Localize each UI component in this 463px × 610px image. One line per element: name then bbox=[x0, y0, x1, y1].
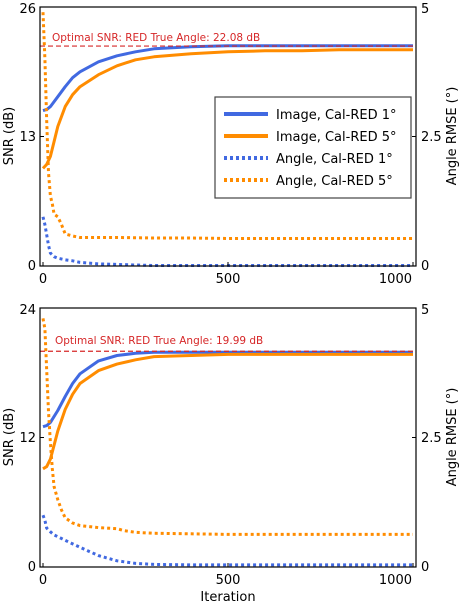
panel-bottom: Optimal SNR: RED True Angle: 19.99 dB 0 … bbox=[2, 303, 460, 605]
panel-top-annotation: Optimal SNR: RED True Angle: 22.08 dB bbox=[52, 32, 260, 44]
panel-bottom-ytick-label-1: 12 bbox=[19, 431, 36, 446]
panel-bottom-ylabel: SNR (dB) bbox=[2, 408, 17, 466]
panel-bottom-xtick-label-2: 1000 bbox=[379, 573, 412, 588]
panel-top-y2tick-label-0: 0 bbox=[421, 259, 429, 274]
panel-bottom-y2tick-label-0: 0 bbox=[421, 560, 429, 575]
panel-top-y2tick-label-1: 2.5 bbox=[421, 130, 442, 145]
panel-top-ylabel: SNR (dB) bbox=[2, 107, 17, 165]
panel-bottom-y2tick-label-1: 2.5 bbox=[421, 431, 442, 446]
legend-label-angle-cal-red-1: Angle, Cal-RED 1° bbox=[276, 152, 393, 167]
legend-label-angle-cal-red-5: Angle, Cal-RED 5° bbox=[276, 174, 393, 189]
panel-bottom-ytick-label-2: 24 bbox=[19, 303, 36, 318]
panel-bottom-y2tick-label-2: 5 bbox=[421, 303, 429, 318]
legend-box bbox=[214, 96, 412, 199]
panel-top-series-angle-cal-red-5 bbox=[41, 12, 413, 240]
panel-top-series-angle-cal-red-1 bbox=[41, 216, 413, 267]
panel-top-ytick-label-0: 0 bbox=[28, 259, 36, 274]
panel-top-xtick-label-2: 1000 bbox=[379, 272, 412, 287]
panel-bottom-xlabel: Iteration bbox=[200, 590, 255, 605]
panel-bottom-series bbox=[41, 318, 413, 567]
panel-bottom-annotation: Optimal SNR: RED True Angle: 19.99 dB bbox=[55, 335, 263, 347]
panel-bottom-ytick-label-0: 0 bbox=[28, 560, 36, 575]
panel-bottom-series-image-cal-red-1 bbox=[42, 350, 413, 429]
panel-top-xtick-label-1: 500 bbox=[216, 272, 241, 287]
panel-bottom-series-image-cal-red-5 bbox=[42, 352, 413, 471]
panel-top-series-image-cal-red-5 bbox=[41, 48, 413, 170]
panel-bottom-xtick-label-0: 0 bbox=[39, 573, 47, 588]
panel-top-ytick-label-1: 13 bbox=[19, 130, 36, 145]
panel-bottom-xtick-label-1: 500 bbox=[216, 573, 241, 588]
panel-top: Optimal SNR: RED True Angle: 22.08 dB 0 … bbox=[2, 2, 460, 287]
panel-top-y2tick-label-2: 5 bbox=[421, 2, 429, 17]
legend: Image, Cal-RED 1° Image, Cal-RED 5° Angl… bbox=[214, 96, 412, 199]
legend-label-image-cal-red-5: Image, Cal-RED 5° bbox=[276, 130, 397, 145]
panel-top-xtick-label-0: 0 bbox=[39, 272, 47, 287]
legend-label-image-cal-red-1: Image, Cal-RED 1° bbox=[276, 108, 397, 123]
panel-top-ytick-label-2: 26 bbox=[19, 2, 36, 17]
panel-bottom-series-angle-cal-red-1 bbox=[41, 514, 413, 567]
panel-bottom-series-angle-cal-red-5 bbox=[41, 318, 413, 536]
panel-bottom-y2label: Angle RMSE (°) bbox=[445, 388, 460, 487]
panel-top-y2label: Angle RMSE (°) bbox=[445, 87, 460, 186]
